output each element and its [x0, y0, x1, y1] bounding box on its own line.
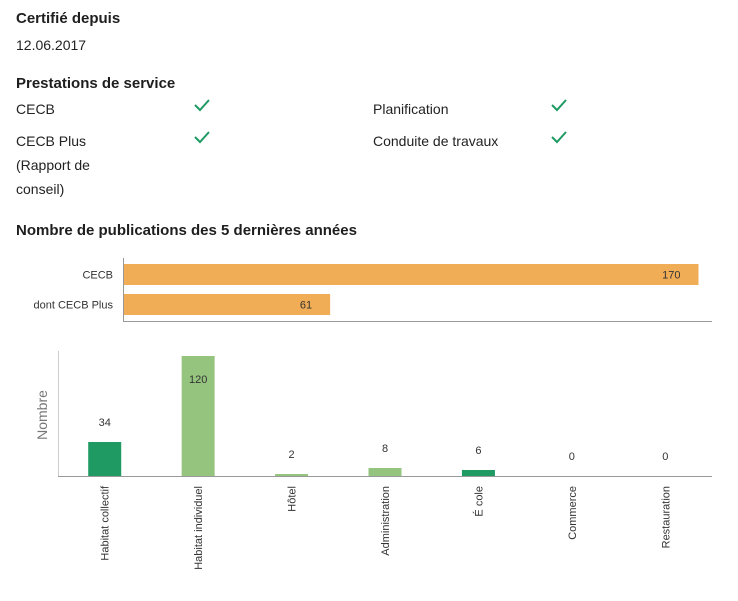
data-label: 0	[662, 451, 668, 463]
data-label: 34	[99, 417, 111, 429]
service-item-conduite: Conduite de travaux	[373, 129, 498, 153]
data-label: 6	[475, 445, 481, 457]
bar	[124, 294, 331, 315]
y-axis-label: Nombre	[34, 390, 50, 440]
service-label: Planification	[373, 101, 449, 117]
data-label: 170	[662, 270, 680, 282]
category-label: dont CECB Plus	[34, 300, 114, 312]
certified-label: Certifié depuis	[16, 10, 121, 27]
building-type-bar-chart: Nombre 34 Habitat collectif 120 Habitat indi…	[34, 351, 712, 570]
service-item-cecb-plus: CECB Plus (Rapport de conseil)	[16, 129, 90, 201]
service-label-line: conseil)	[16, 181, 65, 197]
category-label: Habitat collectif	[100, 485, 112, 561]
category-label: É cole	[472, 486, 485, 517]
bar	[275, 474, 309, 476]
service-label: CECB	[16, 101, 55, 117]
publications-bar-chart: CECB 170 dont CECB Plus 61	[34, 258, 712, 322]
service-label-line: (Rapport de	[16, 157, 90, 173]
category-label: CECB	[82, 270, 113, 282]
bar	[88, 442, 122, 476]
service-item-planification: Planification	[373, 97, 449, 121]
data-label: 120	[189, 374, 207, 386]
bar	[461, 470, 495, 476]
chart-title: Nombre de publications des 5 dernières a…	[16, 222, 357, 239]
certified-date: 12.06.2017	[16, 37, 87, 53]
check-icon	[194, 131, 210, 144]
category-label: Commerce	[567, 486, 579, 540]
check-icon	[551, 99, 567, 112]
data-label: 8	[382, 443, 388, 455]
category-label: Restauration	[660, 486, 672, 548]
check-icon	[194, 99, 210, 112]
data-label: 0	[569, 451, 575, 463]
check-icon	[551, 131, 567, 144]
bar	[368, 468, 402, 476]
bar	[181, 356, 215, 476]
service-label-line: CECB Plus	[16, 133, 87, 149]
data-label: 61	[300, 300, 312, 312]
bar	[124, 264, 699, 285]
services-title: Prestations de service	[16, 75, 176, 92]
data-label: 2	[289, 449, 295, 461]
category-label: Administration	[380, 486, 392, 556]
service-item-cecb: CECB	[16, 97, 55, 121]
category-label: Habitat individuel	[193, 486, 205, 570]
service-label: Conduite de travaux	[373, 133, 499, 149]
category-label: Hôtel	[287, 486, 299, 512]
